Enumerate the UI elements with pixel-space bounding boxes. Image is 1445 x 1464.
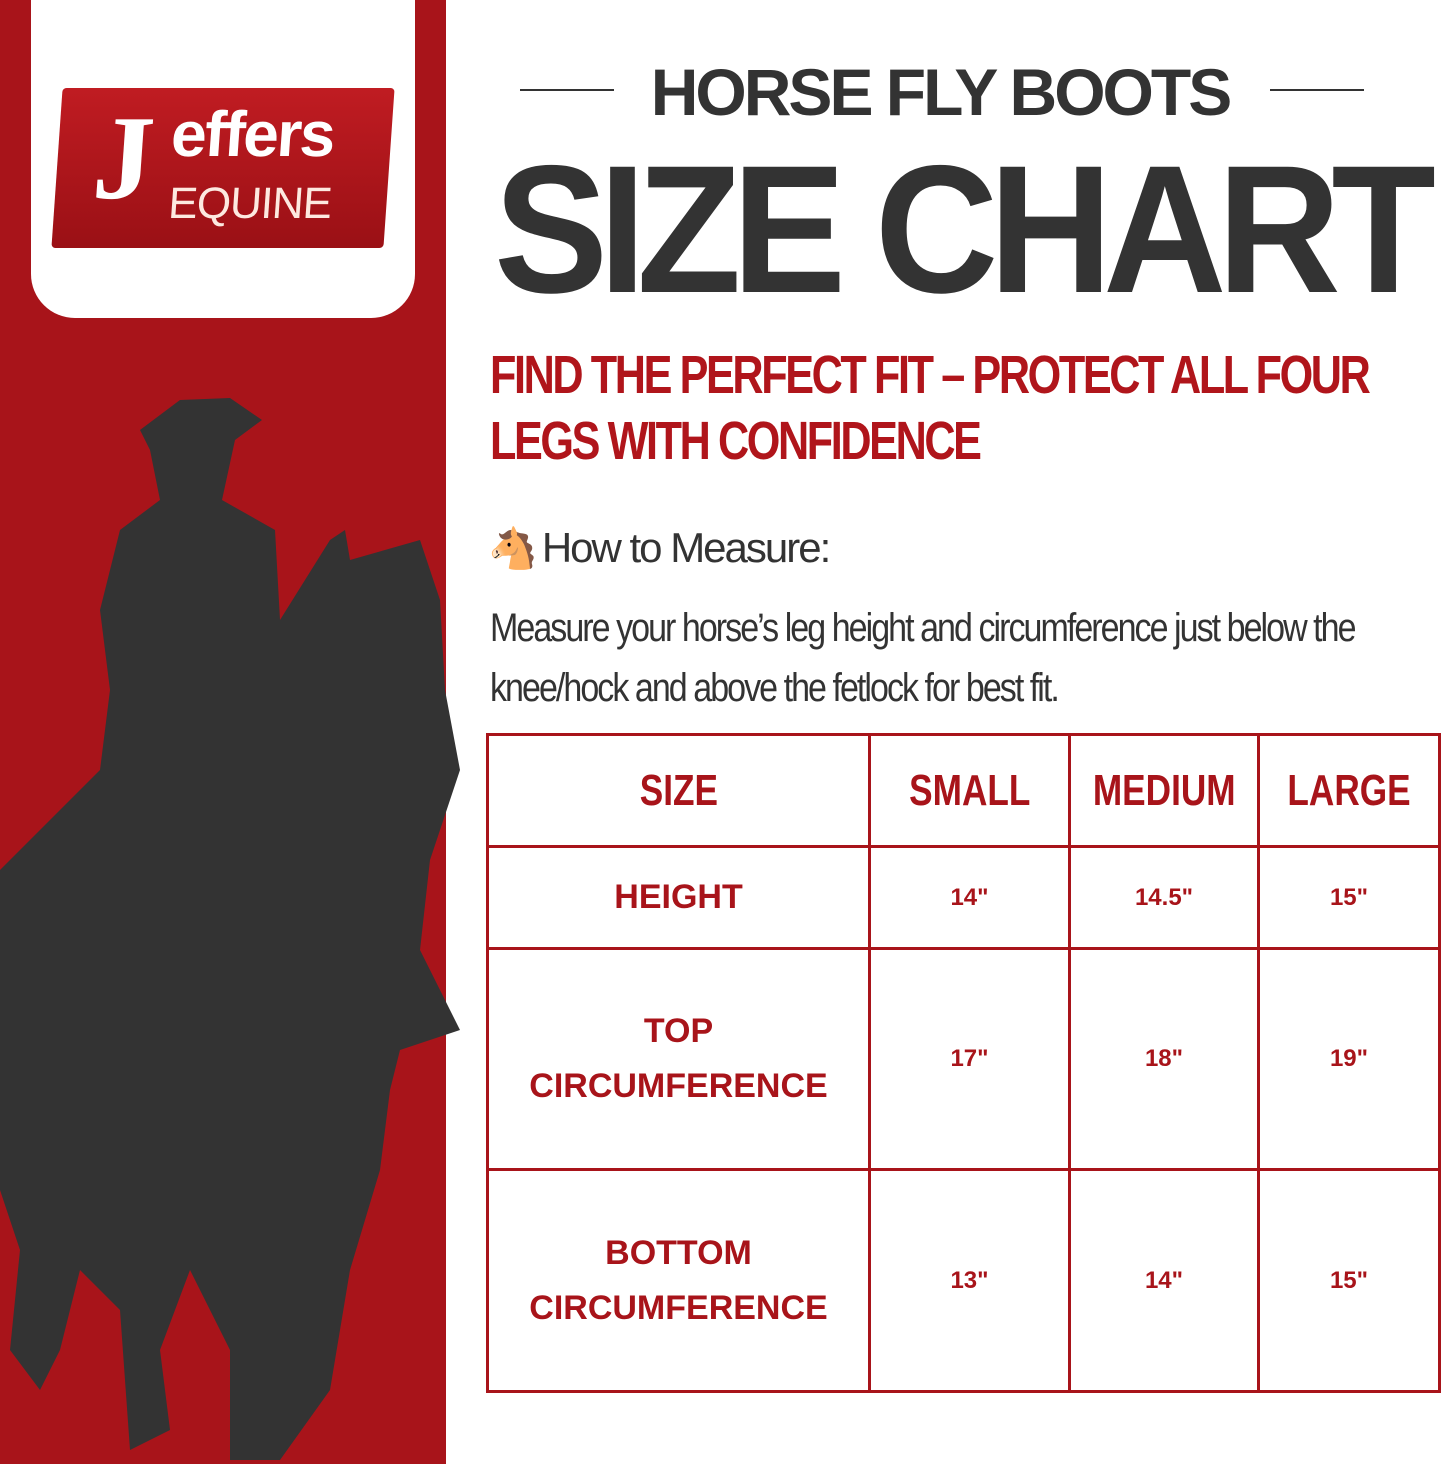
table-row: BOTTOM CIRCUMFERENCE 13" 14" 15": [486, 1168, 1441, 1393]
horse-rider-silhouette: [0, 398, 460, 1460]
cell-large: 19": [1257, 947, 1441, 1171]
table-row: HEIGHT 14" 14.5" 15": [486, 845, 1441, 950]
logo-wordmark: effers: [168, 98, 337, 170]
logo-subtext: EQUINE: [166, 179, 333, 228]
header-small: SMALL: [908, 765, 1031, 815]
size-table: SIZE SMALL MEDIUM LARGE HEIGHT 14" 14.5"…: [486, 733, 1441, 1393]
cell-small: 13": [868, 1168, 1071, 1393]
divider-left: [520, 89, 614, 91]
row-label: HEIGHT: [486, 845, 871, 950]
cell-large: 15": [1257, 1168, 1441, 1393]
product-subtitle: HORSE FLY BOOTS: [650, 55, 1232, 129]
cell-medium: 18": [1068, 947, 1260, 1171]
header-size: SIZE: [639, 765, 718, 815]
horse-face-icon: 🐴: [488, 526, 538, 571]
logo-j-mark: J: [89, 91, 159, 224]
row-label: TOP CIRCUMFERENCE: [486, 947, 871, 1171]
header-large: LARGE: [1287, 765, 1411, 815]
row-label: BOTTOM CIRCUMFERENCE: [486, 1168, 871, 1393]
divider-right: [1270, 89, 1364, 91]
page-title: SIZE CHART: [494, 127, 1436, 331]
cell-large: 15": [1257, 845, 1441, 950]
heading-text: How to Measure:: [541, 524, 831, 571]
table-header-row: SIZE SMALL MEDIUM LARGE: [486, 733, 1441, 848]
how-to-measure-heading: 🐴 How to Measure:: [488, 524, 831, 572]
cell-medium: 14": [1068, 1168, 1260, 1393]
cell-small: 14": [868, 845, 1071, 950]
header-medium: MEDIUM: [1092, 765, 1236, 815]
cell-small: 17": [868, 947, 1071, 1171]
tagline: FIND THE PERFECT FIT – PROTECT ALL FOUR …: [490, 345, 1371, 471]
measure-instructions: Measure your horse’s leg height and circ…: [490, 606, 1357, 710]
table-row: TOP CIRCUMFERENCE 17" 18" 19": [486, 947, 1441, 1171]
cell-medium: 14.5": [1068, 845, 1260, 950]
